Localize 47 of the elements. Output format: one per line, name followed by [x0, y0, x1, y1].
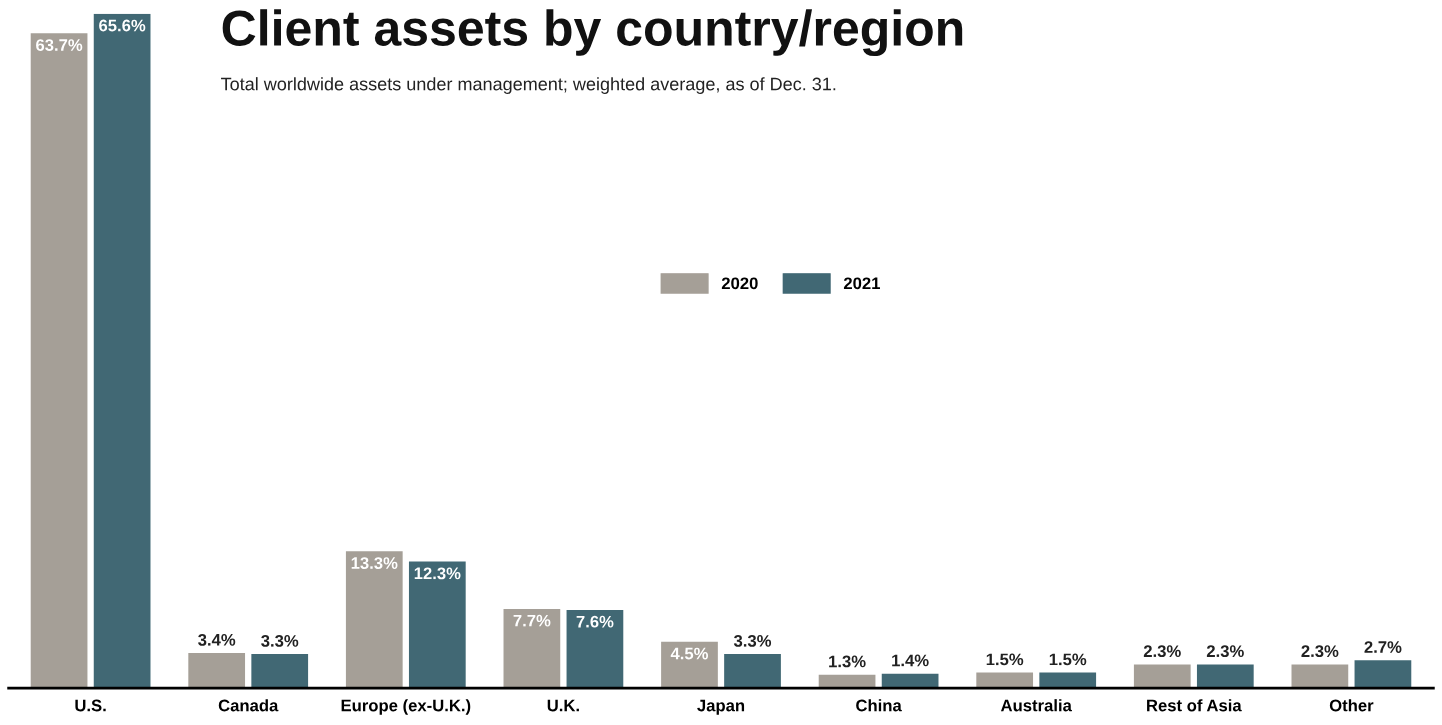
bar [1133, 664, 1191, 689]
data-label: 65.6% [99, 19, 146, 32]
bar [188, 653, 246, 689]
bar [93, 13, 151, 689]
x-tick-label: Rest of Asia [1147, 699, 1242, 712]
bar [1196, 664, 1254, 689]
data-label: 1.5% [1049, 653, 1087, 666]
chart-title: Client assets by country/region [222, 9, 963, 57]
bar [251, 654, 309, 689]
x-tick-label: China [856, 699, 902, 712]
text: Total worldwide assets under management; weighted average, as of Dec. 31. [221, 77, 836, 94]
bar [503, 608, 561, 689]
data-label: 1.3% [829, 655, 866, 668]
bar [661, 641, 718, 689]
data-label: 4.5% [670, 647, 709, 660]
bar [345, 551, 403, 689]
legend-label: 2021 [843, 277, 880, 290]
bar [1354, 660, 1412, 689]
x-tick-label: Japan [697, 699, 745, 715]
bar [1291, 664, 1349, 689]
x-tick-label: U.K. [547, 699, 579, 712]
bar [30, 33, 88, 689]
x-tick-label: Other [1329, 699, 1374, 712]
x-tick-label: Australia [1000, 699, 1072, 712]
legend-label: 2020 [721, 277, 758, 290]
data-label: 3.4% [198, 633, 236, 646]
bar [724, 654, 781, 689]
data-label: 13.3% [351, 557, 398, 569]
data-label: 2.7% [1364, 641, 1402, 653]
x-tick-label: Canada [218, 699, 279, 712]
data-label: 1.4% [892, 654, 929, 667]
data-label: 2.3% [1301, 645, 1339, 658]
bar [408, 561, 466, 689]
data-label: 3.3% [733, 634, 772, 647]
bar [1039, 672, 1097, 689]
bar [976, 672, 1034, 689]
data-label: 12.3% [414, 567, 461, 580]
data-label: 3.3% [261, 634, 299, 647]
data-label: 63.7% [36, 39, 83, 51]
x-tick-label: U.S. [75, 699, 106, 712]
data-label: 2.3% [1206, 645, 1244, 658]
data-label: 2.3% [1143, 645, 1181, 658]
data-label: 1.5% [986, 653, 1024, 666]
bar [566, 609, 624, 689]
x-tick-label: Europe (ex-U.K.) [341, 699, 471, 715]
data-label: 7.7% [513, 614, 551, 627]
data-label: 7.6% [576, 615, 614, 628]
